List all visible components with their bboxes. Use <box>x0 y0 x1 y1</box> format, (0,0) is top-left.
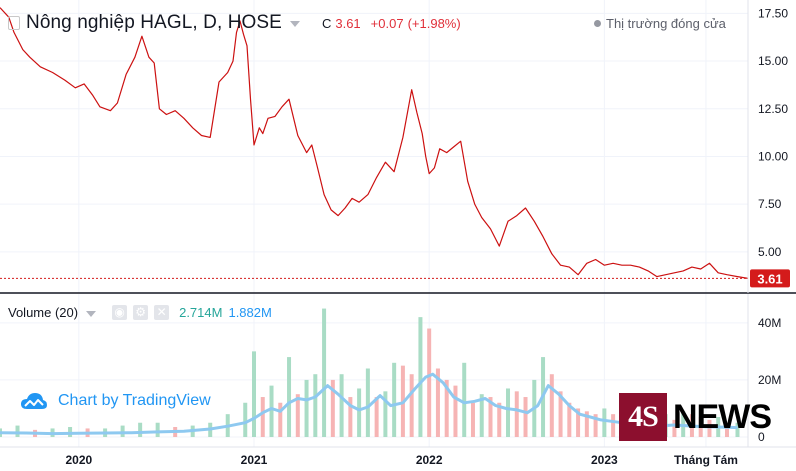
volume-bar <box>488 397 493 437</box>
symbol-icon[interactable] <box>8 16 20 30</box>
volume-bar <box>523 397 528 437</box>
volume-bar <box>462 362 467 437</box>
volume-bar <box>567 402 572 437</box>
volume-bar <box>584 411 589 437</box>
symbol-title[interactable]: Nông nghiệp HAGL, D, HOSE <box>26 12 282 33</box>
tradingview-text: Chart by TradingView <box>58 392 211 409</box>
volume-bar <box>339 374 344 437</box>
price-tick-label: 17.50 <box>758 6 788 20</box>
volume-legend: Volume (20) ◉ ⚙ ✕ 2.714M 1.882M <box>8 305 272 320</box>
volume-bar <box>138 422 143 437</box>
ohlc-label: C <box>321 15 332 31</box>
volume-bar <box>427 328 432 437</box>
volume-bar <box>602 408 607 437</box>
volume-bar <box>260 397 265 437</box>
time-axis[interactable]: 2020 2021 2022 2023 Tháng Tám <box>65 453 737 467</box>
volume-ma-value: 1.882M <box>228 305 272 320</box>
chevron-down-icon[interactable] <box>289 21 300 27</box>
volume-bar <box>558 391 563 437</box>
volume-bar <box>374 397 379 437</box>
logo-wordmark: NEWS <box>673 397 772 436</box>
time-tick-label: 2023 <box>591 453 618 467</box>
tradingview-watermark[interactable]: Chart by TradingView <box>20 390 211 412</box>
price-tick-label: 5.00 <box>758 245 782 259</box>
logo-mark: 4S <box>619 393 667 441</box>
volume-bar <box>155 422 160 437</box>
change-value: +0.07 <box>370 15 404 31</box>
market-status[interactable]: Thị trường đóng cửa <box>594 16 726 31</box>
chevron-down-icon[interactable] <box>86 310 97 317</box>
volume-bar <box>470 402 475 437</box>
volume-bar <box>506 388 511 437</box>
gear-icon[interactable]: ⚙ <box>133 305 149 320</box>
volume-value: 2.714M <box>179 305 223 320</box>
news-logo: 4S NEWS <box>619 393 772 441</box>
volume-bar <box>357 388 362 437</box>
time-tick-label: 2020 <box>65 453 92 467</box>
tradingview-cloud-icon <box>21 393 47 409</box>
price-grid <box>0 0 748 293</box>
volume-indicator-label[interactable]: Volume (20) <box>8 305 79 320</box>
price-tick-label: 12.50 <box>758 102 788 116</box>
close-value: 3.61 <box>335 15 361 31</box>
volume-bar <box>724 422 729 437</box>
volume-bar <box>497 402 502 437</box>
price-polyline <box>0 7 749 279</box>
volume-bar <box>444 379 449 437</box>
status-dot-icon <box>594 20 601 27</box>
last-price-label: 3.61 <box>757 271 782 286</box>
volume-bar <box>453 385 458 437</box>
symbol-header: Nông nghiệp HAGL, D, HOSE C 3.61 +0.07 (… <box>8 12 461 34</box>
price-tick-label: 15.00 <box>758 54 788 68</box>
volume-bar <box>330 379 335 437</box>
volume-bar <box>593 414 598 437</box>
time-tick-label: 2021 <box>241 453 268 467</box>
ohlc-values: C 3.61 +0.07 (+1.98%) <box>322 16 461 31</box>
volume-bar <box>304 379 309 437</box>
volume-tick-label: 40M <box>758 316 781 330</box>
time-tick-label: 2022 <box>416 453 443 467</box>
volume-bar <box>120 425 125 437</box>
volume-bar <box>278 402 283 437</box>
volume-tick-label: 20M <box>758 373 781 387</box>
volume-bar <box>287 357 292 437</box>
volume-bar <box>348 397 353 437</box>
volume-bar <box>392 362 397 437</box>
market-status-text: Thị trường đóng cửa <box>606 16 726 31</box>
change-percent: (+1.98%) <box>407 15 461 31</box>
volume-bar <box>514 391 519 437</box>
volume-bar <box>707 419 712 437</box>
volume-bar <box>365 368 370 437</box>
volume-bar <box>295 394 300 437</box>
volume-bar <box>15 425 20 437</box>
volume-bar <box>549 374 554 437</box>
volume-bar <box>479 394 484 437</box>
volume-bar <box>435 368 440 437</box>
volume-bar <box>269 385 274 437</box>
price-tick-label: 10.00 <box>758 149 788 163</box>
volume-tick-label: 0 <box>758 430 765 444</box>
volume-bar <box>418 317 423 437</box>
eye-icon[interactable]: ◉ <box>112 305 128 320</box>
volume-bar <box>409 374 414 437</box>
volume-bar <box>252 351 257 437</box>
volume-bar <box>383 391 388 437</box>
volume-axis[interactable]: 0 20M 40M <box>758 316 781 444</box>
close-icon[interactable]: ✕ <box>154 305 170 320</box>
volume-bar <box>611 414 616 437</box>
price-tick-label: 7.50 <box>758 197 782 211</box>
volume-bar <box>672 419 677 437</box>
price-axis[interactable]: 5.00 7.50 10.00 12.50 15.00 17.50 <box>758 6 788 258</box>
volume-bar <box>313 374 318 437</box>
volume-bar <box>243 402 248 437</box>
volume-bar <box>576 408 581 437</box>
price-series <box>0 7 749 279</box>
last-price-badge: 3.61 <box>750 269 790 288</box>
volume-bar <box>735 422 740 437</box>
volume-bar <box>322 308 327 437</box>
time-tick-label: Tháng Tám <box>674 453 738 467</box>
